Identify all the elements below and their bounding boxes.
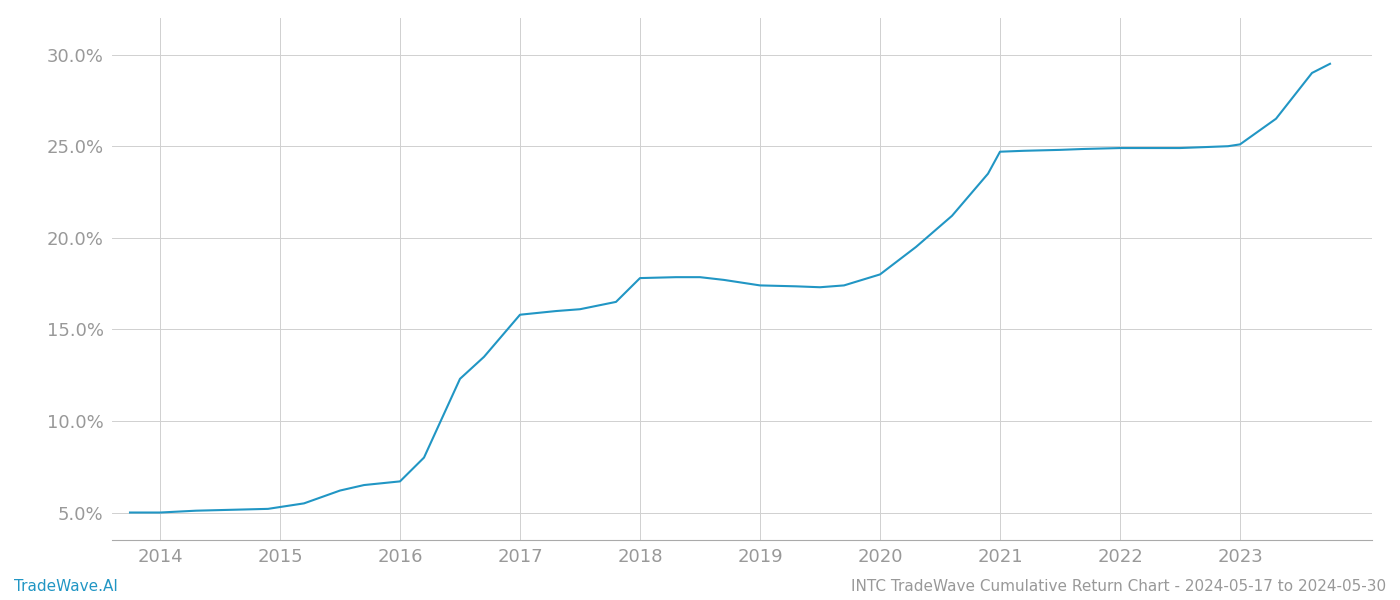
Text: TradeWave.AI: TradeWave.AI: [14, 579, 118, 594]
Text: INTC TradeWave Cumulative Return Chart - 2024-05-17 to 2024-05-30: INTC TradeWave Cumulative Return Chart -…: [851, 579, 1386, 594]
